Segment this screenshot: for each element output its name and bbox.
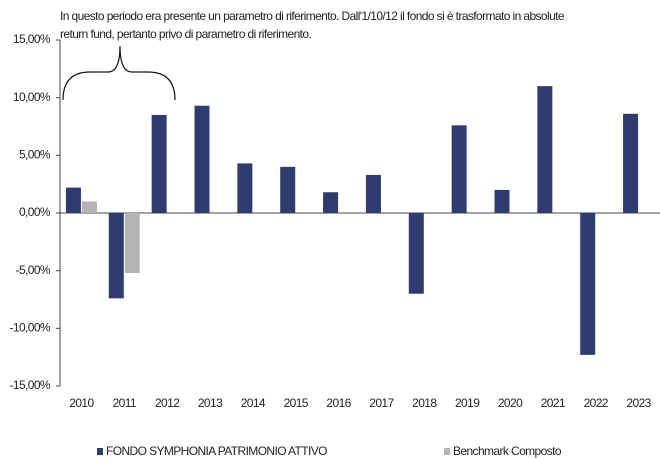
bar xyxy=(623,113,639,213)
bar xyxy=(494,189,510,213)
legend-label: FONDO SYMPHONIA PATRIMONIO ATTIVO xyxy=(106,444,327,458)
bar xyxy=(237,163,253,213)
legend-swatch xyxy=(97,448,103,455)
y-tick-label: 5,00% xyxy=(19,148,51,162)
legend-label: Benchmark Composto xyxy=(453,444,562,458)
y-tick-label: 15,00% xyxy=(13,32,51,46)
bar xyxy=(81,201,97,213)
bar xyxy=(537,86,553,213)
bar xyxy=(151,114,167,213)
bar xyxy=(124,213,140,273)
x-tick-label: 2019 xyxy=(455,396,480,410)
legend-swatch xyxy=(444,448,450,455)
bar xyxy=(365,174,381,213)
bar xyxy=(408,213,424,294)
bar xyxy=(194,105,210,213)
y-tick-label: 10,00% xyxy=(13,90,51,104)
bar xyxy=(108,213,124,299)
brace xyxy=(62,45,176,101)
x-tick-label: 2020 xyxy=(498,396,523,410)
bar xyxy=(65,187,81,213)
annotation: In questo periodo era presente un parame… xyxy=(60,9,565,23)
x-tick-label: 2016 xyxy=(326,396,351,410)
bar xyxy=(451,125,467,213)
bar xyxy=(580,213,596,355)
x-tick-label: 2010 xyxy=(69,396,94,410)
x-tick-label: 2012 xyxy=(155,396,180,410)
y-tick-label: 0,00% xyxy=(19,205,51,219)
bar xyxy=(280,166,296,213)
x-tick-label: 2011 xyxy=(113,396,137,410)
x-tick-label: 2014 xyxy=(241,396,266,410)
annotation: return fund, pertanto privo di parametro… xyxy=(60,27,311,41)
y-tick-label: -15,00% xyxy=(10,378,51,392)
bar xyxy=(323,192,339,213)
x-tick-label: 2017 xyxy=(369,396,394,410)
x-tick-label: 2021 xyxy=(541,396,566,410)
x-tick-label: 2013 xyxy=(198,396,223,410)
y-tick-label: -10,00% xyxy=(10,321,51,335)
x-tick-label: 2022 xyxy=(584,396,609,410)
x-tick-label: 2023 xyxy=(626,396,651,410)
x-tick-label: 2015 xyxy=(284,396,309,410)
y-tick-label: -5,00% xyxy=(16,263,51,277)
x-tick-label: 2018 xyxy=(412,396,437,410)
